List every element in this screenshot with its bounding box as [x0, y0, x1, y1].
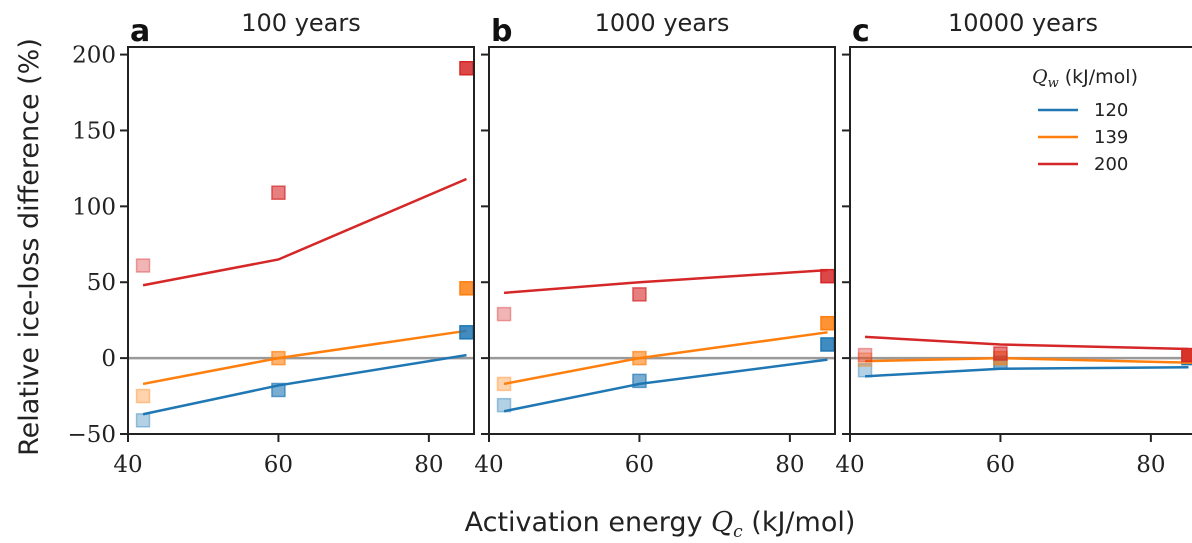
- marker-200: [820, 268, 835, 284]
- y-tick-label: 100: [72, 194, 116, 220]
- x-tick-label: 80: [775, 452, 804, 478]
- x-tick-label: 60: [986, 452, 1015, 478]
- panel-title: 100 years: [241, 9, 360, 37]
- plot-area: [857, 335, 1192, 378]
- panel-letter: a: [130, 14, 150, 49]
- legend-label: 120: [1094, 100, 1128, 121]
- series-line-120: [864, 365, 1189, 378]
- series-line-120: [503, 358, 828, 413]
- marker-200: [459, 60, 474, 76]
- marker-200: [993, 346, 1008, 361]
- legend-label: 200: [1094, 154, 1128, 175]
- marker-200: [1181, 347, 1192, 363]
- y-tick-label: 50: [87, 270, 116, 296]
- marker-120: [135, 413, 151, 428]
- marker-200: [857, 347, 873, 363]
- y-axis-label: Relative ice-loss difference (%): [14, 38, 45, 456]
- y-tick-label: 200: [72, 43, 116, 69]
- x-tick-label: 80: [414, 452, 443, 478]
- x-tick-label: 80: [1136, 452, 1165, 478]
- panel-frame: [127, 46, 475, 435]
- x-tick-label: 40: [113, 452, 142, 478]
- marker-120: [271, 382, 286, 398]
- marker-120: [459, 325, 474, 340]
- marker-200: [632, 287, 647, 302]
- marker-139: [496, 376, 512, 392]
- panel-frame: [849, 46, 1192, 435]
- marker-120: [857, 363, 873, 378]
- series-line-200: [142, 177, 467, 287]
- marker-200: [496, 306, 512, 322]
- plot-area: [135, 60, 474, 428]
- series-line-120: [142, 353, 467, 416]
- panel-title: 1000 years: [595, 9, 730, 37]
- plot-area: [496, 268, 835, 413]
- x-tick-label: 60: [264, 452, 293, 478]
- panel-title: 10000 years: [948, 9, 1098, 37]
- panel-letter: c: [852, 14, 870, 49]
- marker-120: [820, 337, 835, 352]
- marker-139: [271, 350, 286, 366]
- marker-200: [271, 185, 286, 200]
- marker-120: [496, 397, 512, 413]
- legend-label: 139: [1094, 127, 1128, 148]
- marker-139: [857, 352, 873, 367]
- panel-a: −50 0 50 100 150 200 40 60 80 a 100 years: [67, 9, 475, 478]
- panel-letter: b: [491, 14, 512, 49]
- legend-title: Qw (kJ/mol): [1032, 66, 1138, 91]
- y-tick-label: −50: [67, 422, 116, 448]
- marker-120: [632, 373, 647, 389]
- series-line-200: [503, 268, 828, 295]
- x-tick-label: 40: [835, 452, 864, 478]
- panel-frame: [488, 46, 836, 435]
- marker-139: [135, 388, 151, 404]
- y-tick-label: 0: [101, 346, 116, 372]
- x-axis-label: Activation energy Qc (kJ/mol): [465, 507, 856, 542]
- marker-200: [135, 258, 151, 273]
- marker-139: [459, 281, 474, 296]
- panel-c: 40 60 80 c 10000 years Qw (kJ/mol) 120 139 200: [835, 9, 1192, 478]
- marker-139: [820, 315, 835, 331]
- y-tick-label: 150: [72, 118, 116, 144]
- x-tick-label: 40: [474, 452, 503, 478]
- marker-139: [632, 350, 647, 366]
- series-line-200: [864, 335, 1189, 351]
- legend: Qw (kJ/mol) 120 139 200: [1032, 66, 1138, 175]
- panel-b: 40 60 80 b 1000 years: [474, 9, 836, 478]
- x-tick-label: 60: [625, 452, 654, 478]
